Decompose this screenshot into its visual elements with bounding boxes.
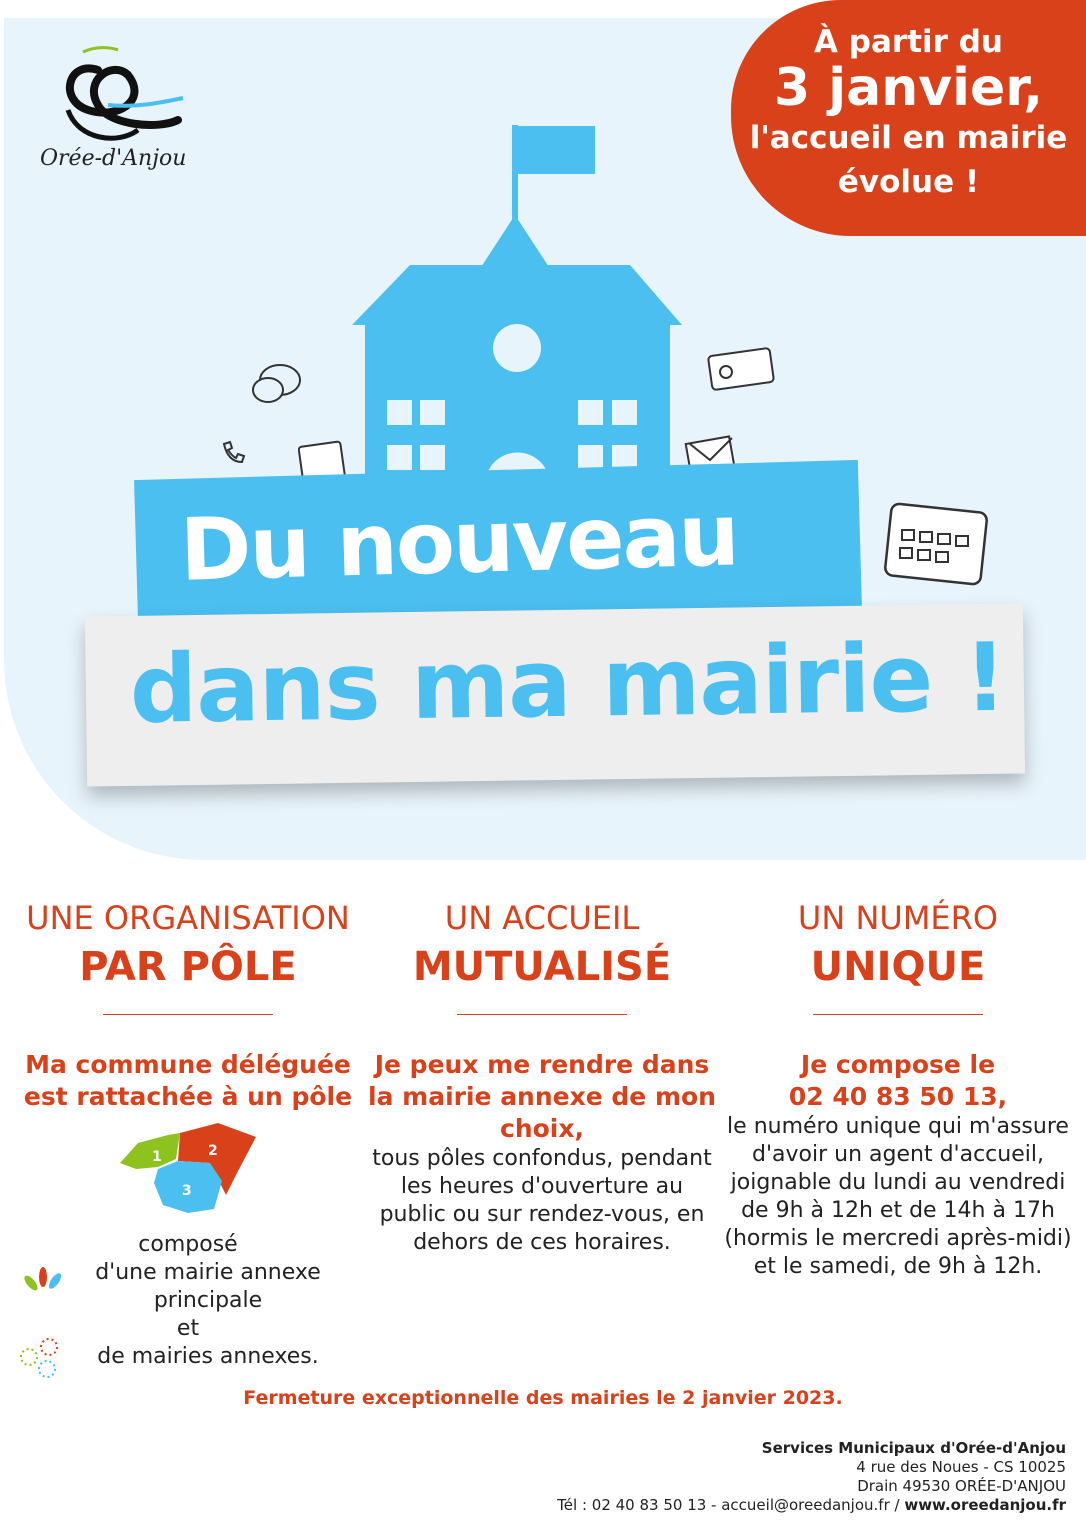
column-text: de mairies annexes. [97,1344,319,1369]
column-subtitle: Ma commune déléguée est rattachée à un p… [23,1050,353,1111]
leaves-icon [24,1267,62,1291]
column-text-wrap: de mairies annexes. [13,1338,363,1378]
badge-line: À partir du [814,24,1003,60]
phone-icon [222,440,246,464]
column-title: UN ACCUEIL [444,899,640,937]
divider [813,1014,983,1015]
badge-line: évolue ! [837,164,980,200]
pole-map-icon: 1 2 3 [120,1123,256,1213]
headline-line-2: dans ma mairie ! [129,623,1007,745]
badge-date: 3 janvier, [774,58,1043,118]
logo-text: Orée-d'Anjou [40,146,187,171]
logo-icon [65,46,184,141]
phone-number: 02 40 83 50 13, [788,1082,1008,1111]
column-accueil: UN ACCUEIL MUTUALISÉ Je peux me rendre d… [367,898,717,1257]
dots-icon [20,1338,58,1378]
calendar-icon [884,502,988,586]
column-text: composé [138,1232,238,1257]
town-hall-icon [352,125,682,490]
column-text: et [176,1316,200,1341]
footer-website-link[interactable]: www.oreedanjou.fr [904,1496,1066,1514]
headline-line-1: Du nouveau [178,485,739,601]
closure-notice: Fermeture exceptionnelle des mairies le … [243,1387,843,1409]
credit-card-icon [707,347,775,391]
footer-address: 4 rue des Noues - CS 10025 [856,1458,1066,1476]
map-label: 1 [152,1149,162,1165]
footer-org: Services Municipaux d'Orée-d'Anjou [761,1439,1066,1457]
map-label: 3 [182,1183,192,1199]
badge-line: l'accueil en mairie [749,120,1068,156]
column-title-bold: MUTUALISÉ [412,944,672,990]
footer-address: Drain 49530 ORÉE-D'ANJOU [857,1477,1066,1495]
column-title-bold: PAR PÔLE [79,944,297,990]
map-label: 2 [208,1143,218,1159]
column-organisation: UNE ORGANISATION PAR PÔLE Ma commune dél… [13,898,363,1378]
divider [103,1014,273,1015]
column-title: UNE ORGANISATION [26,899,350,937]
headline-banner-gray: dans ma mairie ! [84,603,1026,787]
footer: Services Municipaux d'Orée-d'Anjou 4 rue… [557,1439,1066,1515]
column-text-wrap: d'une mairie annexe principale [13,1259,363,1315]
column-title: UN NUMÉRO [797,899,999,937]
column-title-bold: UNIQUE [810,944,986,990]
column-text: tous pôles confondus, pendant les heures… [372,1146,712,1255]
column-subtitle: Je peux me rendre dans la mairie annexe … [368,1050,716,1143]
date-badge: À partir du 3 janvier, l'accueil en mair… [731,0,1086,236]
column-text: le numéro unique qui m'assure d'avoir un… [724,1114,1072,1279]
footer-contact: Tél : 02 40 83 50 13 - accueil@oreedanjo… [557,1496,905,1514]
column-text: d'une mairie annexe principale [95,1260,321,1313]
chat-bubbles-icon [252,364,301,403]
column-subtitle: Je compose le [800,1050,996,1079]
column-numero: UN NUMÉRO UNIQUE Je compose le 02 40 83 … [723,898,1073,1281]
divider [457,1014,627,1015]
headline-banner-blue: Du nouveau [134,459,862,629]
